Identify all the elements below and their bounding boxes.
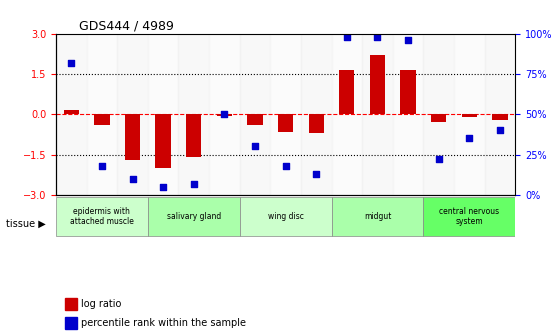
FancyBboxPatch shape bbox=[56, 197, 148, 237]
Bar bbox=[400, 70, 416, 114]
Text: tissue ▶: tissue ▶ bbox=[6, 218, 45, 228]
Point bbox=[128, 176, 137, 181]
Bar bbox=[362, 34, 393, 195]
Bar bbox=[94, 114, 110, 125]
Point bbox=[220, 112, 229, 117]
Bar bbox=[370, 55, 385, 114]
Bar bbox=[248, 114, 263, 125]
Point bbox=[189, 181, 198, 186]
Bar bbox=[56, 34, 87, 195]
Bar bbox=[125, 114, 140, 160]
Bar bbox=[278, 114, 293, 132]
Point bbox=[67, 60, 76, 65]
Point bbox=[97, 163, 106, 169]
Bar bbox=[117, 34, 148, 195]
Text: GDS444 / 4989: GDS444 / 4989 bbox=[79, 19, 174, 33]
Bar bbox=[65, 317, 77, 329]
Bar bbox=[393, 34, 423, 195]
Bar bbox=[461, 114, 477, 117]
Bar bbox=[148, 34, 179, 195]
Bar bbox=[332, 34, 362, 195]
Bar bbox=[270, 34, 301, 195]
Bar bbox=[217, 114, 232, 116]
Bar bbox=[186, 114, 202, 157]
Bar bbox=[339, 70, 354, 114]
Bar bbox=[209, 34, 240, 195]
Bar bbox=[65, 298, 77, 310]
FancyBboxPatch shape bbox=[423, 197, 515, 237]
Text: salivary gland: salivary gland bbox=[167, 212, 221, 221]
Bar bbox=[309, 114, 324, 133]
Text: wing disc: wing disc bbox=[268, 212, 304, 221]
Point bbox=[312, 171, 321, 177]
Bar bbox=[156, 114, 171, 168]
Bar bbox=[492, 114, 507, 120]
Point bbox=[404, 37, 413, 43]
Bar bbox=[64, 110, 79, 114]
FancyBboxPatch shape bbox=[148, 197, 240, 237]
Point bbox=[158, 184, 167, 190]
Point bbox=[281, 163, 290, 169]
Point bbox=[465, 136, 474, 141]
Text: central nervous
system: central nervous system bbox=[439, 207, 500, 226]
Point bbox=[342, 34, 351, 40]
Point bbox=[434, 157, 443, 162]
Point bbox=[496, 128, 505, 133]
Bar bbox=[87, 34, 117, 195]
Bar bbox=[484, 34, 515, 195]
FancyBboxPatch shape bbox=[332, 197, 423, 237]
FancyBboxPatch shape bbox=[240, 197, 332, 237]
Bar bbox=[179, 34, 209, 195]
Text: midgut: midgut bbox=[364, 212, 391, 221]
Bar bbox=[240, 34, 270, 195]
Text: log ratio: log ratio bbox=[81, 299, 122, 309]
Bar bbox=[301, 34, 332, 195]
Point bbox=[250, 144, 259, 149]
Text: epidermis with
attached muscle: epidermis with attached muscle bbox=[70, 207, 134, 226]
Text: percentile rank within the sample: percentile rank within the sample bbox=[81, 318, 246, 328]
Point bbox=[373, 34, 382, 40]
Bar bbox=[431, 114, 446, 122]
Bar bbox=[423, 34, 454, 195]
Bar bbox=[454, 34, 484, 195]
